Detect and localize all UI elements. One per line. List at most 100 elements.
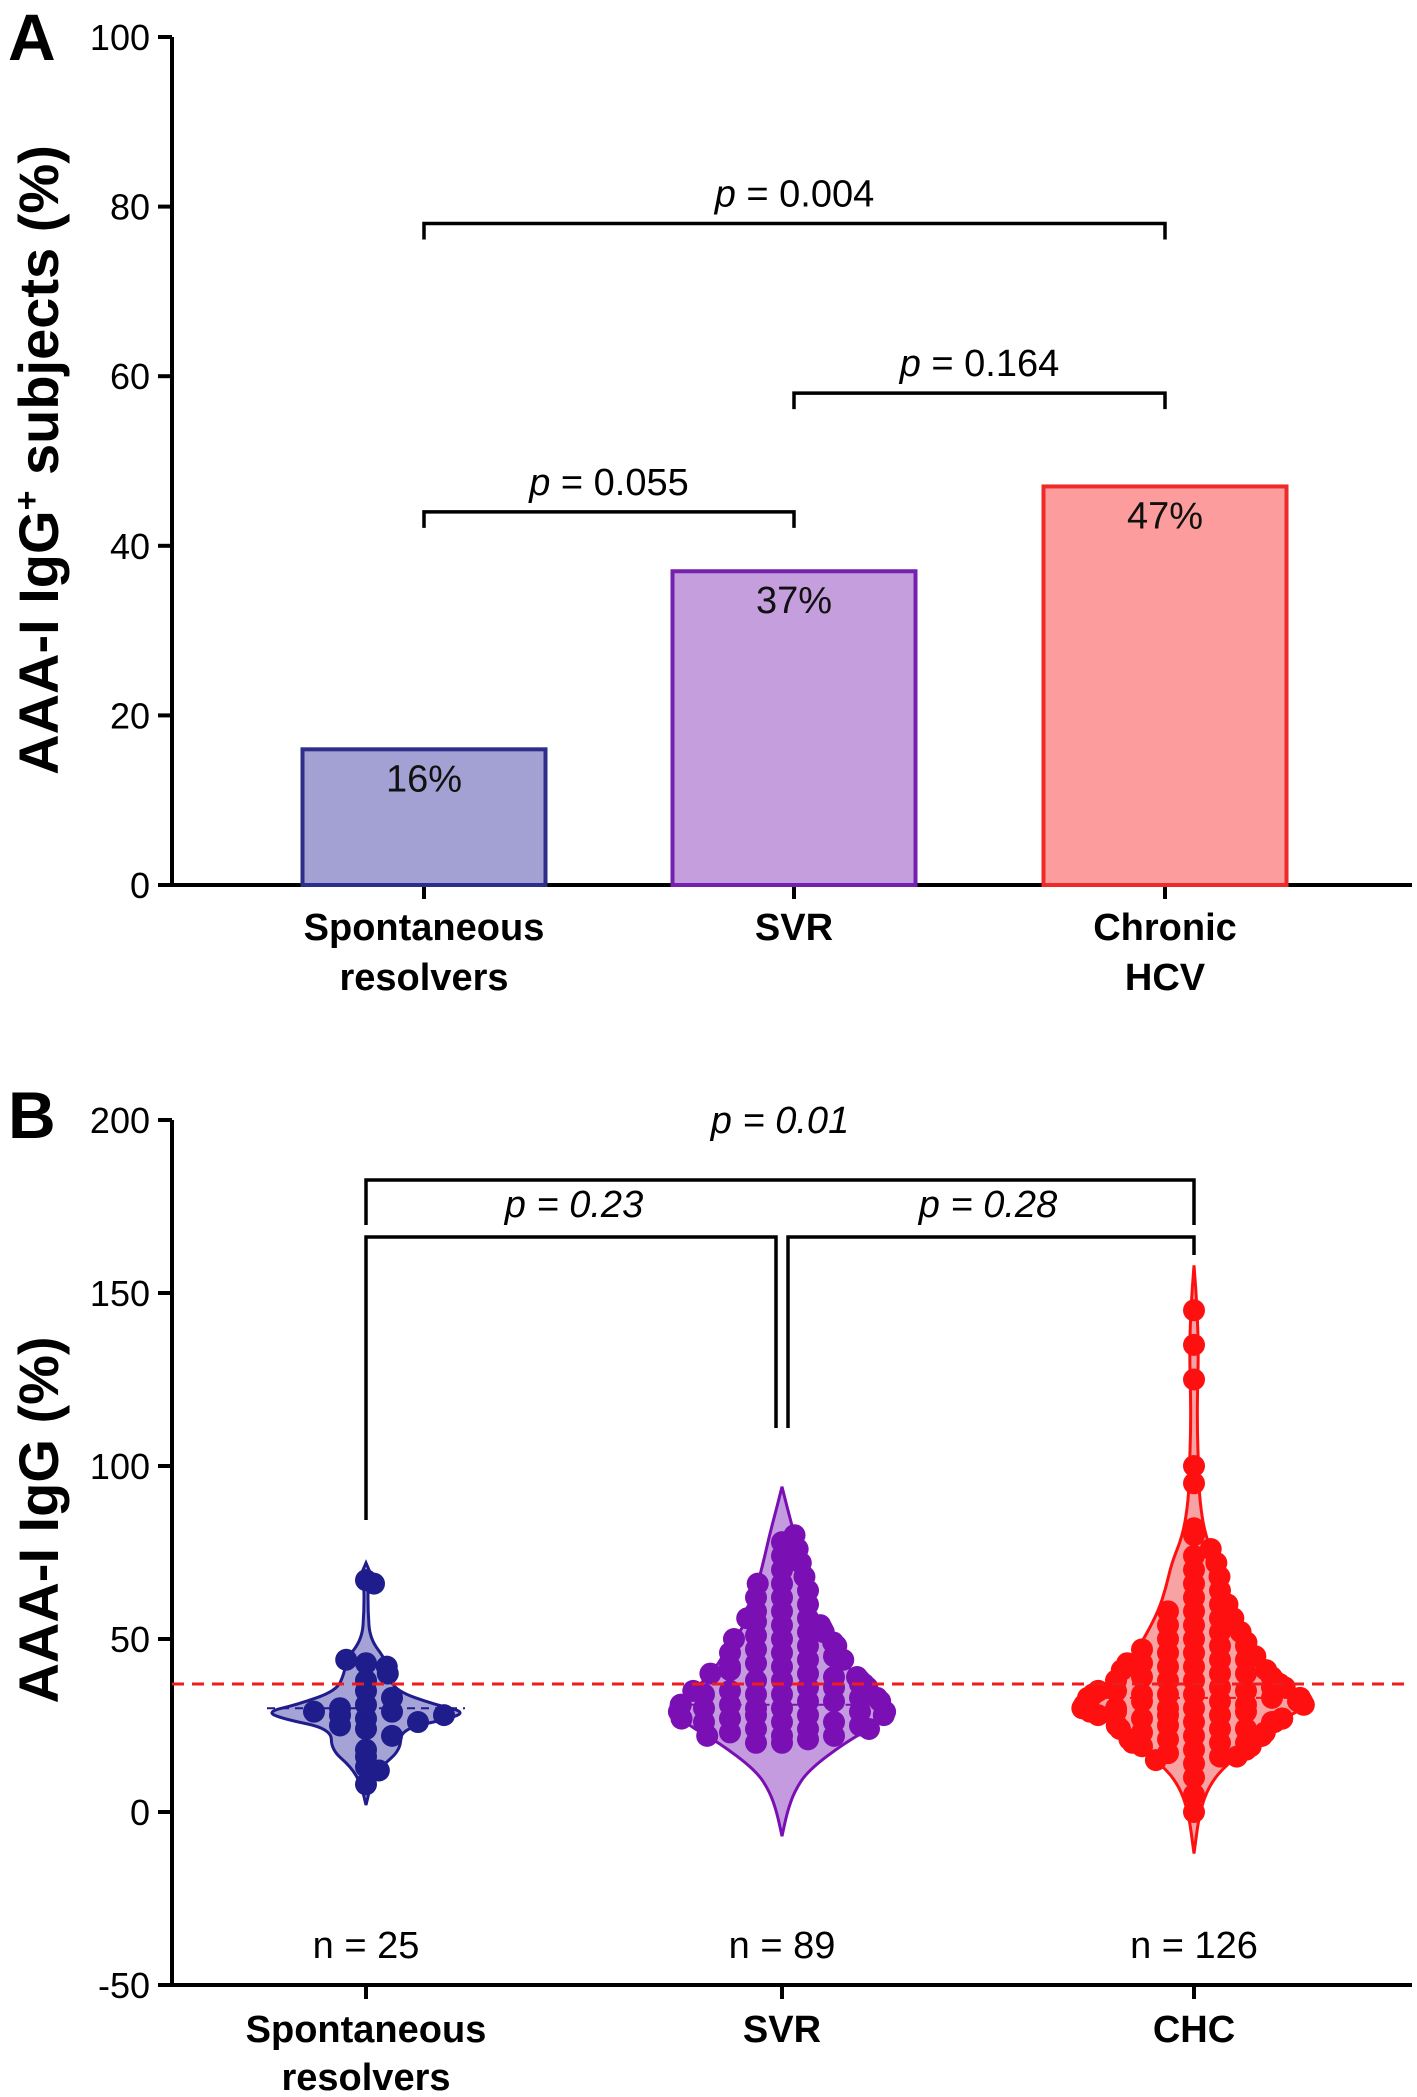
panel-a-bar — [670, 569, 918, 887]
panel-a-p-value-number: = 0.164 — [921, 343, 1059, 385]
panel-b-n-label: n = 25 — [313, 1925, 420, 1967]
panel-b-data-point — [1144, 1749, 1167, 1772]
panel-b-data-point — [1271, 1707, 1294, 1730]
panel-b-data-point — [1183, 1299, 1205, 1322]
panel-a-p-value: p = 0.164 — [899, 343, 1060, 385]
panel-a-y-tick-label: 20 — [110, 695, 150, 736]
panel-b-y-tick-label: 50 — [110, 1619, 150, 1660]
panel-b-data-point — [812, 1621, 835, 1644]
panel-b-data-point — [1105, 1714, 1128, 1737]
panel-b-data-point — [355, 1652, 377, 1675]
panel-a-y-tick-label: 100 — [90, 17, 150, 58]
panel-b-category-label: resolvers — [281, 2057, 450, 2097]
panel-b-data-point — [433, 1704, 455, 1727]
panel-b-data-point — [367, 1759, 390, 1782]
panel-b-data-point — [797, 1728, 819, 1751]
panel-b-comparisons: p = 0.01 p = 0.23 p = 0.28 — [364, 1100, 1196, 1520]
panel-a-y-tick-label: 40 — [110, 526, 150, 567]
panel-b-comparison-bracket — [364, 1235, 778, 1520]
panel-b-y-tick-label: 0 — [130, 1792, 150, 1833]
panel-b-data-point — [1116, 1652, 1139, 1675]
panel-b-comparison-bracket — [786, 1235, 1196, 1428]
panel-a: A AAA-I IgG+ subjects (%) 0 20 40 60 80 100 Sp… — [7, 0, 1412, 999]
panel-b-data-point — [699, 1662, 722, 1685]
panel-a-y-tick-label: 60 — [110, 356, 150, 397]
panel-b-axes: -50 0 50 100 150 200 Spontaneous resolvers n = 2… — [90, 1100, 1412, 2097]
panel-b-violins — [172, 1265, 1412, 1854]
panel-b-p-value: p = 0.28 — [918, 1184, 1057, 1226]
panel-a-category-label: Spontaneous — [304, 907, 545, 949]
panel-b-data-point — [1131, 1683, 1153, 1706]
panel-a-category-label: resolvers — [339, 957, 508, 999]
panel-b-data-point — [381, 1686, 403, 1709]
panel-b-data-point — [1292, 1693, 1315, 1716]
panel-b-y-tick-label: 150 — [90, 1273, 150, 1314]
panel-b-data-point — [1216, 1593, 1239, 1616]
panel-b-category-label: Spontaneous — [246, 2009, 487, 2051]
panel-b-data-point — [381, 1724, 403, 1747]
panel-b-data-point — [355, 1717, 377, 1740]
panel-b-data-point — [1183, 1472, 1205, 1495]
panel-b: B AAA-I IgG (%) -50 0 50 100 150 200 Spontaneo… — [7, 1078, 1412, 2097]
panel-a-p-symbol: p — [714, 174, 736, 216]
panel-a-p-value: p = 0.055 — [528, 462, 689, 504]
panel-b-data-point — [1157, 1600, 1179, 1623]
panel-b-data-point — [1121, 1731, 1144, 1754]
panel-b-data-point — [1183, 1455, 1205, 1477]
panel-b-data-point — [823, 1724, 845, 1747]
panel-b-data-point — [375, 1655, 398, 1678]
panel-b-y-tick-label: -50 — [98, 1965, 150, 2006]
panel-a-y-axis-label: AAA-I IgG+ subjects (%) — [7, 145, 70, 775]
panel-a-comparison-bracket — [422, 221, 1167, 240]
panel-b-category-label: CHC — [1153, 2009, 1235, 2051]
panel-a-y-tick-label: 0 — [130, 865, 150, 906]
panel-a-category-label: Chronic — [1093, 907, 1237, 949]
panel-b-p-value: p = 0.01 — [710, 1100, 849, 1142]
panel-b-data-point — [746, 1572, 769, 1595]
panel-b-data-point — [722, 1628, 745, 1650]
panel-b-letter: B — [8, 1078, 56, 1152]
panel-a-bar — [300, 747, 548, 887]
panel-b-data-point — [1235, 1631, 1258, 1654]
panel-a-comparison-bracket — [792, 391, 1167, 410]
panel-b-category-label: SVR — [743, 2009, 821, 2051]
panel-b-data-point — [1183, 1783, 1205, 1806]
panel-a-bar-value-label: 16% — [386, 758, 462, 800]
panel-b-y-axis-label: AAA-I IgG (%) — [7, 1336, 70, 1703]
panel-b-data-point — [363, 1572, 385, 1595]
panel-a-axes: 0 20 40 60 80 100 Spontaneous resolvers SVR Chron… — [90, 17, 1412, 999]
panel-b-data-point — [858, 1717, 880, 1740]
panel-b-y-tick-label: 200 — [90, 1100, 150, 1141]
panel-b-data-point — [1183, 1801, 1205, 1823]
panel-b-data-point — [1183, 1517, 1205, 1540]
panel-a-comparisons: p = 0.004 p = 0.164 p = 0.055 — [422, 174, 1167, 528]
panel-b-data-point — [329, 1714, 351, 1737]
panel-b-y-tick-label: 100 — [90, 1446, 150, 1487]
panel-b-data-point — [1183, 1368, 1205, 1391]
panel-b-data-point — [1079, 1700, 1102, 1723]
panel-b-p-value: p = 0.23 — [504, 1184, 643, 1226]
panel-b-data-point — [1235, 1700, 1257, 1723]
panel-b-data-point — [355, 1773, 377, 1796]
panel-b-comparison-bracket — [364, 1178, 1196, 1225]
panel-b-data-point — [1250, 1724, 1273, 1747]
panel-b-data-point — [669, 1693, 692, 1716]
panel-a-p-value-number: = 0.004 — [736, 174, 874, 216]
panel-a-y-axis-label-rest: subjects (%) — [7, 145, 70, 490]
panel-b-data-point — [866, 1686, 889, 1709]
panel-b-data-point — [1131, 1638, 1153, 1661]
panel-a-category-label: HCV — [1125, 957, 1206, 999]
panel-b-data-point — [783, 1524, 806, 1547]
panel-a-bars: 16% 37% 47% — [300, 484, 1289, 887]
panel-b-data-point — [736, 1607, 759, 1630]
panel-b-data-point — [745, 1731, 767, 1754]
panel-a-bar — [1041, 484, 1289, 887]
panel-a-comparison-bracket — [422, 510, 796, 528]
panel-b-data-point — [1183, 1544, 1205, 1567]
panel-a-category-label: SVR — [755, 907, 833, 949]
panel-b-n-label: n = 126 — [1130, 1925, 1258, 1967]
panel-a-p-value-number: = 0.055 — [550, 462, 688, 504]
panel-b-data-point — [407, 1711, 429, 1734]
panel-b-data-point — [303, 1700, 325, 1723]
